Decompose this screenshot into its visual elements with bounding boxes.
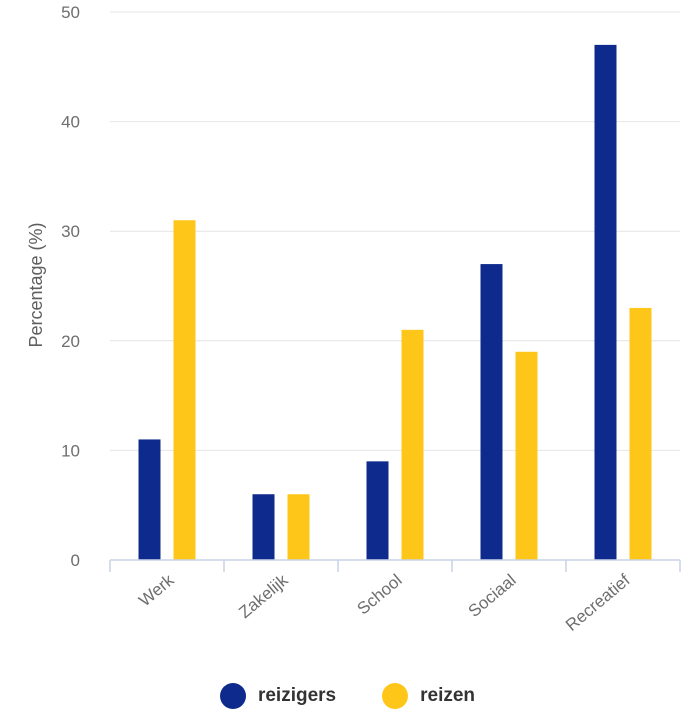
legend-item-reizen[interactable]: reizen <box>382 683 475 709</box>
bar-reizigers-zakelijk[interactable] <box>252 494 275 560</box>
x-axis-labels: Werk Zakelijk School Sociaal Recreatief <box>135 570 634 635</box>
x-axis <box>109 559 681 572</box>
x-tick-label: Sociaal <box>465 571 520 621</box>
bar-reizigers-recreatief[interactable] <box>594 44 617 560</box>
legend-marker-reizen <box>382 683 409 709</box>
y-tick-label: 50 <box>61 3 80 22</box>
y-axis-ticks: 0 10 20 30 40 50 <box>61 3 80 570</box>
bar-reizen-recreatief[interactable] <box>629 307 652 560</box>
bar-reizigers-werk[interactable] <box>138 439 161 560</box>
bar-reizigers-sociaal[interactable] <box>480 264 503 560</box>
legend-label-reizigers: reizigers <box>257 685 337 706</box>
bars <box>138 44 652 561</box>
bar-reizen-werk[interactable] <box>173 220 196 561</box>
x-tick-label: Werk <box>135 570 178 610</box>
y-tick-label: 30 <box>61 222 80 241</box>
bar-reizen-sociaal[interactable] <box>515 351 538 560</box>
bar-reizigers-school[interactable] <box>366 461 389 560</box>
grid-lines <box>110 11 680 451</box>
y-tick-label: 10 <box>61 441 80 460</box>
x-tick-label: Zakelijk <box>235 570 292 622</box>
y-axis-title: Percentage (%) <box>26 222 46 347</box>
y-tick-label: 0 <box>71 551 80 570</box>
legend-marker-reizigers <box>219 683 246 709</box>
x-tick-label: Recreatief <box>562 570 634 635</box>
legend-item-reizigers[interactable]: reizigers <box>219 683 337 709</box>
y-tick-label: 40 <box>61 113 80 132</box>
bar-reizen-zakelijk[interactable] <box>287 494 310 560</box>
legend: reizigers reizen <box>0 680 695 712</box>
legend-label-reizen: reizen <box>420 685 476 706</box>
y-tick-label: 20 <box>61 332 80 351</box>
bar-reizen-school[interactable] <box>401 329 424 560</box>
x-tick-label: School <box>354 571 406 619</box>
